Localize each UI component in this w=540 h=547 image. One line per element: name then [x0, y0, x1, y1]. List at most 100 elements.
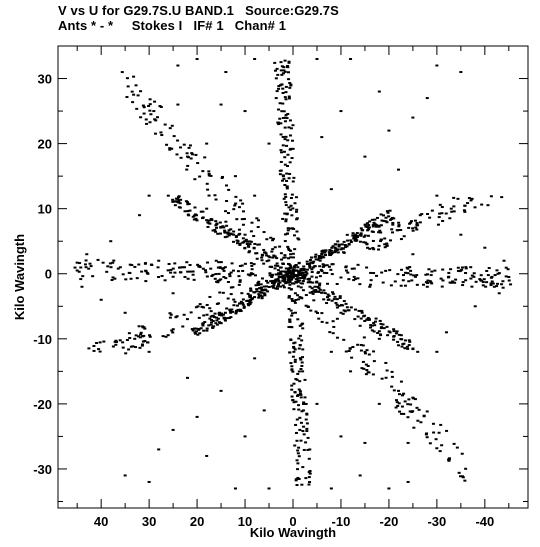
- data-point: [377, 330, 381, 333]
- data-point: [129, 277, 133, 280]
- data-point: [302, 269, 306, 272]
- data-point: [193, 327, 197, 330]
- data-point: [329, 254, 333, 257]
- data-point: [467, 197, 471, 200]
- data-point: [144, 280, 148, 283]
- data-point: [188, 270, 192, 273]
- data-point: [390, 385, 394, 388]
- data-point: [495, 269, 499, 272]
- data-point: [287, 326, 291, 329]
- data-point: [424, 273, 428, 276]
- data-point: [501, 280, 505, 283]
- data-point: [502, 259, 506, 262]
- data-point: [311, 262, 315, 265]
- data-point: [362, 235, 366, 238]
- data-point: [314, 310, 318, 313]
- data-point: [301, 466, 305, 469]
- y-tick-label: 20: [38, 137, 52, 152]
- data-point: [299, 277, 303, 280]
- data-point: [228, 275, 232, 278]
- data-point: [205, 142, 209, 145]
- data-point: [191, 215, 195, 218]
- data-point: [333, 246, 337, 249]
- data-point: [187, 156, 191, 159]
- data-point: [249, 230, 253, 233]
- data-point: [237, 228, 241, 231]
- data-point: [392, 330, 396, 333]
- data-point: [415, 228, 419, 231]
- data-point: [428, 216, 432, 219]
- data-point: [209, 217, 213, 220]
- data-point: [455, 446, 459, 449]
- data-point: [364, 373, 368, 376]
- data-point: [289, 362, 293, 365]
- data-point: [148, 121, 152, 124]
- data-point: [297, 455, 301, 458]
- data-point: [373, 223, 377, 226]
- data-point: [277, 272, 281, 275]
- data-point: [267, 487, 271, 490]
- data-point: [281, 91, 285, 94]
- data-point: [289, 227, 293, 230]
- data-point: [279, 122, 283, 125]
- data-point: [222, 313, 226, 316]
- data-point: [447, 275, 451, 278]
- data-point: [240, 264, 244, 267]
- data-point: [265, 260, 269, 263]
- data-point: [166, 269, 170, 272]
- data-point: [377, 225, 381, 228]
- data-point: [490, 280, 494, 283]
- data-point: [319, 255, 323, 258]
- data-point: [248, 250, 252, 253]
- data-point: [356, 277, 360, 280]
- data-point: [301, 267, 305, 270]
- data-point: [439, 423, 443, 426]
- data-point: [290, 214, 294, 217]
- data-point: [296, 468, 300, 471]
- data-point: [349, 239, 353, 242]
- data-point: [154, 132, 158, 135]
- data-point: [132, 75, 136, 78]
- data-point: [323, 292, 327, 295]
- data-point: [334, 301, 338, 304]
- data-point: [241, 269, 245, 272]
- data-point: [142, 106, 146, 109]
- data-point: [288, 86, 292, 89]
- data-point: [197, 316, 201, 319]
- data-point: [209, 174, 213, 177]
- data-point: [293, 292, 297, 295]
- data-point: [470, 285, 474, 288]
- data-point: [302, 273, 306, 276]
- data-point: [400, 345, 404, 348]
- data-point: [438, 450, 442, 453]
- data-point: [389, 239, 393, 242]
- data-point: [301, 280, 305, 283]
- data-point: [238, 279, 242, 282]
- data-point: [395, 401, 399, 404]
- data-point: [307, 278, 311, 281]
- data-point: [304, 270, 308, 273]
- data-point: [112, 259, 116, 262]
- data-point: [168, 148, 172, 151]
- data-point: [275, 262, 279, 265]
- data-point: [409, 221, 413, 224]
- data-point: [363, 352, 367, 355]
- data-point: [291, 276, 295, 279]
- data-point: [305, 427, 309, 430]
- data-point: [306, 305, 310, 308]
- data-point: [139, 331, 143, 334]
- data-point: [429, 274, 433, 277]
- data-point: [325, 321, 329, 324]
- data-point: [169, 313, 173, 316]
- data-point: [364, 225, 368, 228]
- data-point: [230, 308, 234, 311]
- x-tick-label: 40: [94, 514, 108, 529]
- data-point: [271, 273, 275, 276]
- data-point: [299, 268, 303, 271]
- data-point: [277, 279, 281, 282]
- data-point: [126, 85, 130, 88]
- data-point: [379, 231, 383, 234]
- data-point: [445, 429, 449, 432]
- data-point: [288, 161, 292, 164]
- data-point: [260, 286, 264, 289]
